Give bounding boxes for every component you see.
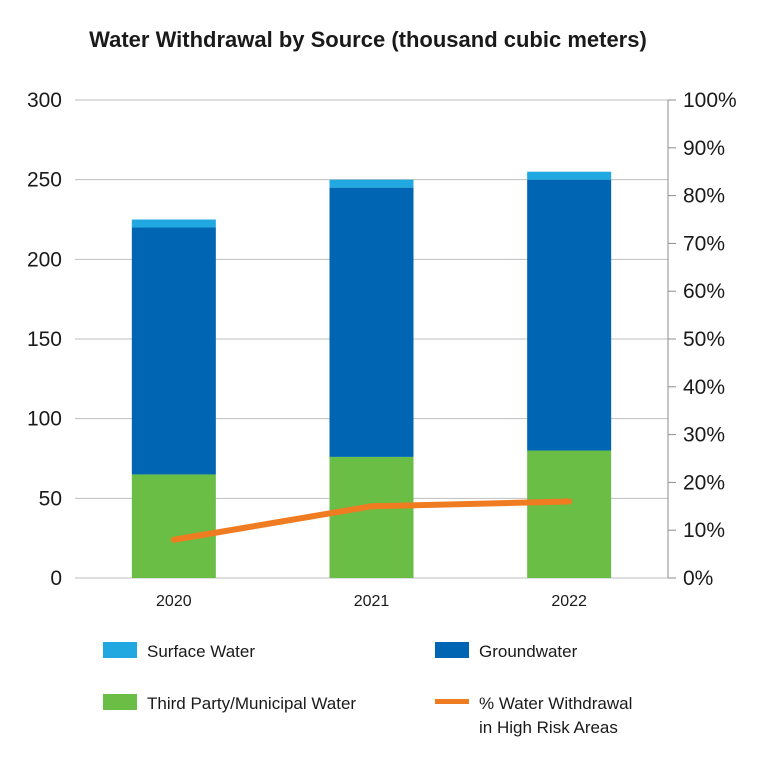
bar-groundwater-2020 — [131, 227, 216, 475]
bar-groundwater-2022 — [527, 179, 612, 451]
bar-third-party-municipal-water-2020 — [131, 474, 216, 578]
bar-surface-water-2020 — [131, 219, 216, 228]
x-tick-label: 2020 — [156, 593, 192, 610]
y2-tick-label: 10% — [683, 519, 725, 542]
legend-swatch-third-party-municipal-water — [103, 694, 137, 710]
x-tick-label: 2022 — [551, 593, 587, 610]
risk-line — [170, 498, 573, 543]
bars — [131, 171, 612, 578]
legend-swatch-groundwater — [435, 642, 469, 658]
y-tick-label: 0 — [50, 567, 62, 590]
legend-label: Groundwater — [479, 642, 578, 661]
y-tick-label: 100 — [27, 408, 62, 431]
bar-groundwater-2021 — [329, 187, 414, 457]
y2-tick-label: 50% — [683, 328, 725, 351]
y2-tick-label: 70% — [683, 232, 725, 255]
line-point-2022 — [566, 498, 573, 505]
legend-label: Surface Water — [147, 642, 255, 661]
y2-tick-label: 30% — [683, 424, 725, 447]
line-point-2021 — [368, 503, 375, 510]
bar-surface-water-2022 — [527, 171, 612, 180]
legend-label-line: % Water Withdrawal — [479, 694, 632, 713]
y2-tick-label: 40% — [683, 376, 725, 399]
y2-tick-label: 90% — [683, 137, 725, 160]
legend-swatch-surface-water — [103, 642, 137, 658]
legend: Surface Water Groundwater Third Party/Muni… — [103, 642, 632, 737]
y-tick-label: 50 — [39, 487, 62, 510]
y-tick-label: 150 — [27, 328, 62, 351]
legend-label-line: in High Risk Areas — [479, 718, 618, 737]
bar-third-party-municipal-water-2021 — [329, 456, 414, 578]
y-tick-label: 300 — [27, 89, 62, 112]
x-tick-label: 2021 — [354, 593, 390, 610]
y2-tick-label: 80% — [683, 185, 725, 208]
y2-tick-label: 60% — [683, 280, 725, 303]
y-tick-label: 200 — [27, 248, 62, 271]
legend-swatch-line — [435, 699, 469, 704]
y2-tick-label: 20% — [683, 471, 725, 494]
line-point-2020 — [170, 536, 177, 543]
y2-tick-label: 0% — [683, 567, 713, 590]
bar-third-party-municipal-water-2022 — [527, 450, 612, 578]
axes: 0 50 100 150 200 250 300 0% 10% 20% 30% 40% 50% 60% 70… — [27, 89, 737, 610]
legend-label: Third Party/Municipal Water — [147, 694, 356, 713]
bar-surface-water-2021 — [329, 179, 414, 188]
y2-tick-label: 100% — [683, 89, 737, 112]
chart-title: Water Withdrawal by Source (thousand cub… — [89, 27, 647, 52]
y-tick-label: 250 — [27, 169, 62, 192]
